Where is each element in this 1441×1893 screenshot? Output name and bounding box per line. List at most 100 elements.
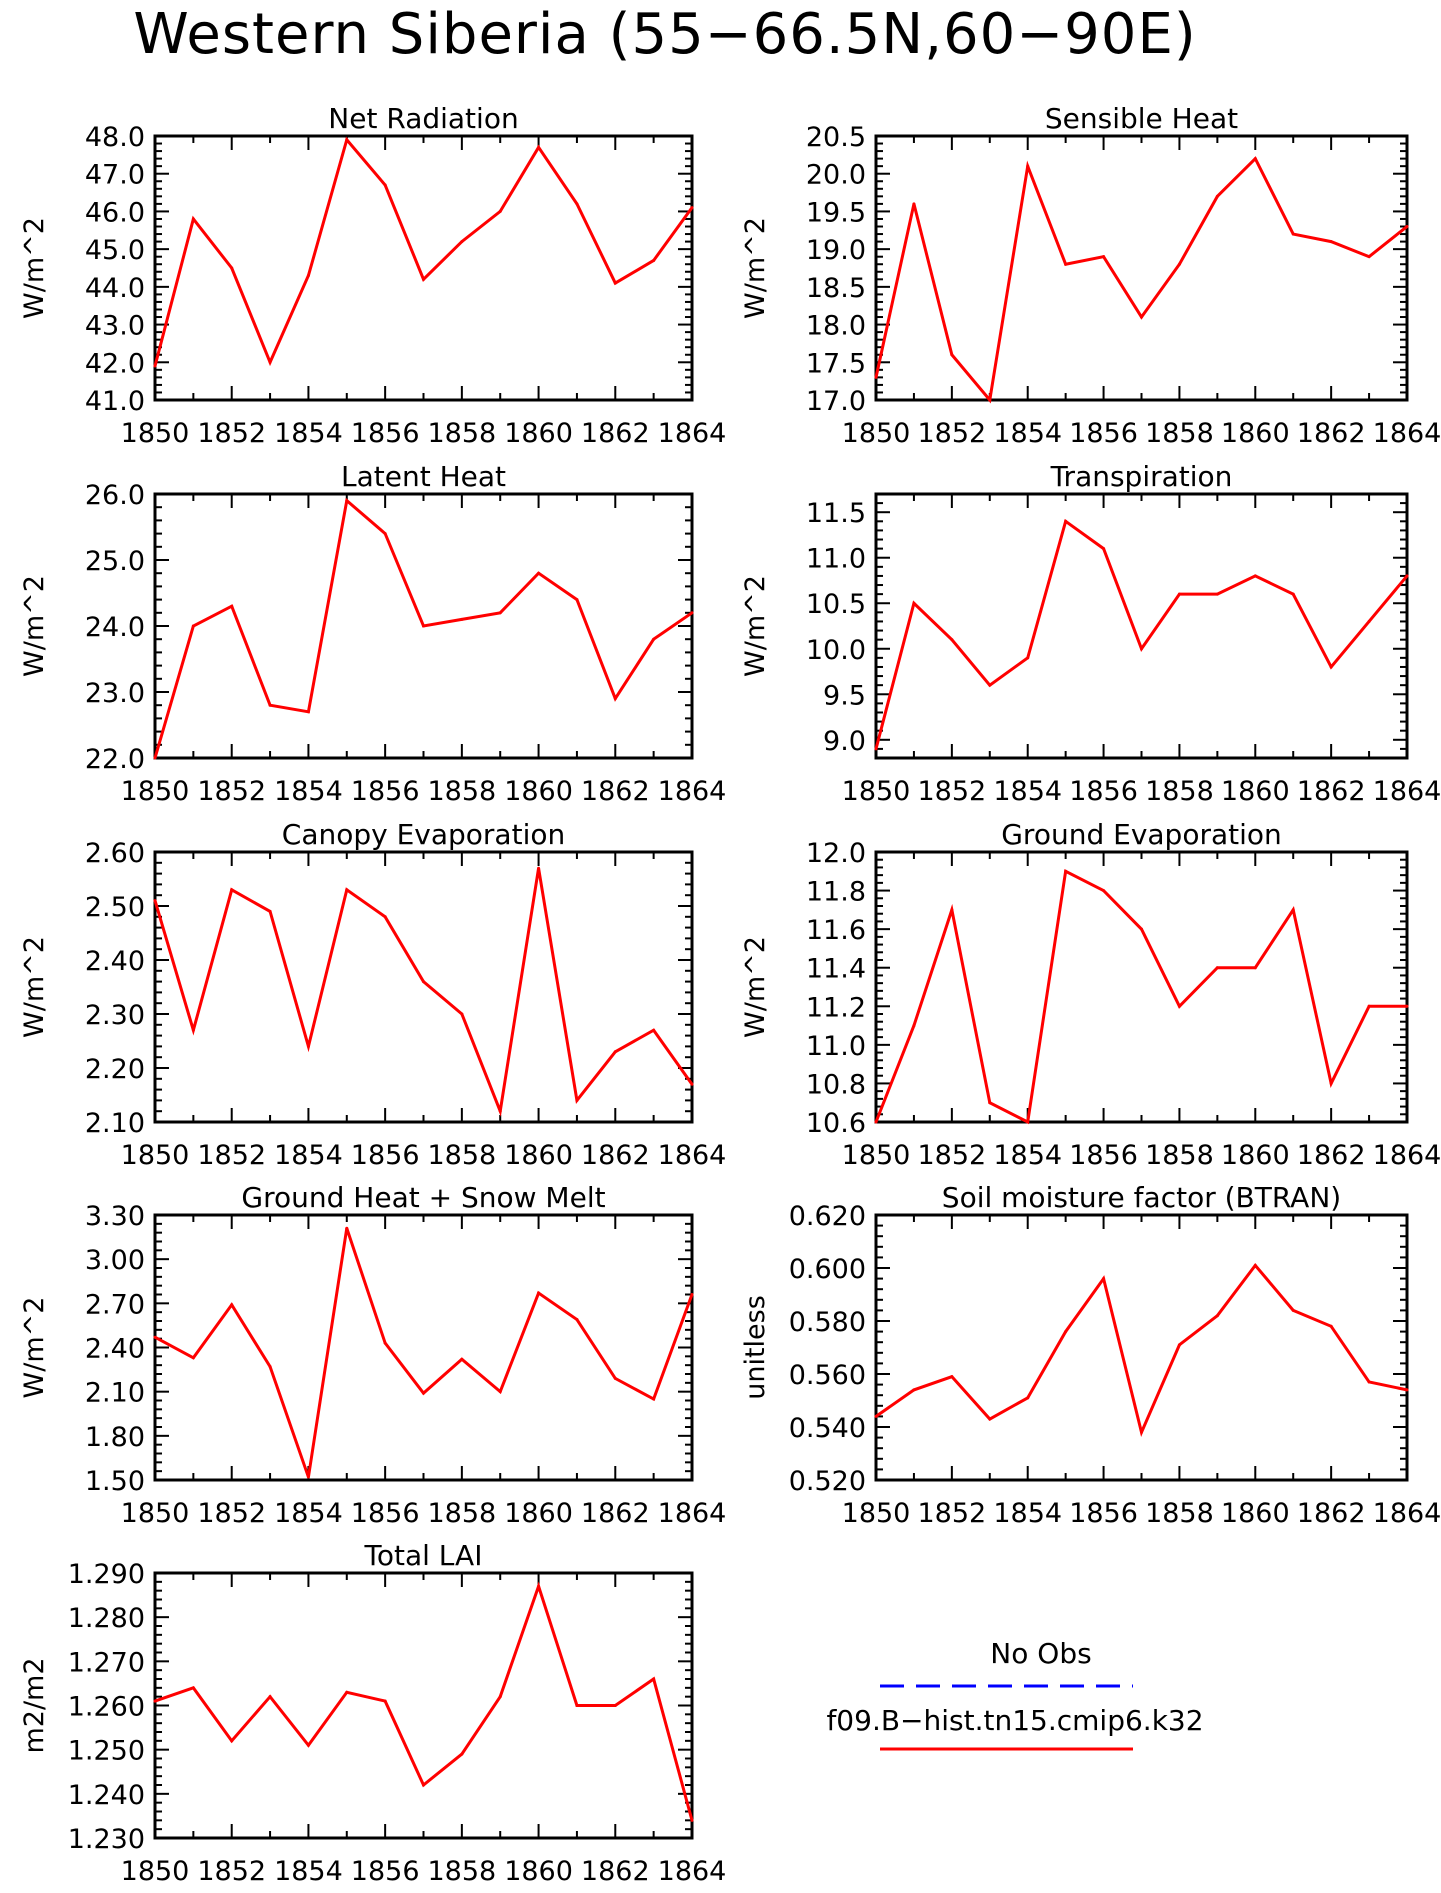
- data-point: [345, 1226, 349, 1230]
- data-point: [1405, 1388, 1409, 1392]
- x-tick-label: 1864: [658, 1856, 727, 1887]
- data-point: [1140, 1430, 1143, 1434]
- x-tick-label: 1858: [427, 418, 496, 449]
- subplot-title: Ground Evaporation: [1001, 818, 1282, 851]
- x-tick-label: 1852: [917, 776, 986, 807]
- data-point: [191, 1356, 195, 1360]
- y-tick-label: 1.290: [68, 1559, 145, 1590]
- y-tick-label: 11.6: [806, 915, 866, 946]
- data-point: [191, 217, 195, 221]
- x-tick-label: 1856: [1069, 776, 1138, 807]
- y-tick-label: 1.280: [68, 1603, 145, 1634]
- data-point: [652, 258, 656, 262]
- data-point: [383, 532, 387, 536]
- x-tick-label: 1852: [917, 1498, 986, 1529]
- y-tick-label: 18.0: [806, 311, 866, 342]
- subplot-title: Canopy Evaporation: [282, 818, 565, 851]
- data-point: [1253, 574, 1257, 578]
- data-point: [191, 1686, 195, 1690]
- data-point: [575, 1098, 579, 1102]
- data-point: [1329, 1324, 1333, 1328]
- data-point: [191, 624, 195, 628]
- y-tick-label: 2.50: [85, 892, 145, 923]
- series-line: [154, 1581, 694, 1821]
- data-point: [575, 1704, 579, 1707]
- data-point: [988, 1101, 992, 1105]
- data-point: [306, 1475, 310, 1479]
- series-line: [875, 1262, 1408, 1437]
- data-point: [153, 364, 157, 368]
- y-tick-label: 2.10: [85, 1378, 145, 1409]
- x-tick-label: 1864: [658, 1498, 727, 1529]
- data-point: [268, 703, 272, 707]
- data-point: [230, 888, 234, 892]
- x-tick-label: 1852: [197, 1140, 266, 1171]
- y-tick-label: 22.0: [85, 744, 145, 775]
- y-axis-label: W/m^2: [740, 575, 771, 677]
- x-tick-label: 1856: [351, 1856, 420, 1887]
- y-axis-label: W/m^2: [19, 575, 50, 677]
- data-point: [383, 1699, 387, 1703]
- x-tick-label: 1854: [274, 1498, 343, 1529]
- data-point: [1367, 619, 1371, 623]
- y-tick-label: 0.540: [789, 1413, 866, 1444]
- data-point: [1102, 547, 1106, 551]
- legend-obs-label: No Obs: [990, 1637, 1091, 1670]
- plot-frame: [874, 134, 1409, 402]
- x-tick-label: 1860: [504, 1140, 573, 1171]
- x-tick-label: 1852: [917, 1140, 986, 1171]
- x-tick-label: 1856: [351, 776, 420, 807]
- data-point: [1102, 1277, 1106, 1281]
- y-tick-label: 25.0: [85, 546, 145, 577]
- x-tick-label: 1864: [658, 776, 727, 807]
- x-tick-label: 1862: [581, 1140, 650, 1171]
- subplot-title: Total LAI: [364, 1539, 483, 1572]
- x-tick-label: 1864: [1373, 418, 1441, 449]
- y-axis-label: W/m^2: [740, 217, 771, 319]
- data-point: [1177, 592, 1181, 596]
- y-tick-label: 2.20: [85, 1054, 145, 1085]
- data-point: [498, 1109, 502, 1113]
- x-tick-label: 1850: [842, 776, 911, 807]
- data-point: [1064, 869, 1068, 873]
- data-point: [1026, 1120, 1030, 1124]
- data-point: [1329, 240, 1333, 244]
- data-point: [1140, 647, 1143, 651]
- chart-5: 1850 1852 1854 1856 1858 1860 1862 1864 2.10 2.20…: [19, 818, 726, 1171]
- y-tick-label: 2.40: [85, 1334, 145, 1365]
- y-tick-label: 47.0: [85, 160, 145, 191]
- data-point: [1291, 592, 1295, 596]
- subplot-title: Soil moisture factor (BTRAN): [942, 1181, 1341, 1214]
- data-point: [1215, 592, 1219, 596]
- plot-frame: [874, 850, 1409, 1124]
- data-point: [912, 1388, 916, 1392]
- data-point: [652, 637, 656, 641]
- y-tick-label: 1.230: [68, 1824, 145, 1855]
- data-point: [1291, 908, 1295, 912]
- x-tick-label: 1854: [274, 1856, 343, 1887]
- data-point: [1026, 164, 1030, 168]
- data-point: [874, 747, 878, 751]
- data-point: [537, 571, 541, 575]
- data-point: [1064, 262, 1068, 266]
- data-point: [383, 183, 387, 187]
- y-tick-label: 9.5: [823, 680, 866, 711]
- y-tick-label: 11.5: [806, 498, 866, 529]
- x-tick-label: 1862: [1297, 418, 1366, 449]
- data-point: [613, 697, 617, 701]
- data-point: [422, 277, 425, 281]
- x-tick-label: 1858: [1145, 1140, 1214, 1171]
- y-axis-label: W/m^2: [19, 936, 50, 1038]
- y-tick-label: 17.0: [806, 386, 866, 417]
- x-tick-label: 1860: [1221, 776, 1290, 807]
- data-point: [1215, 1314, 1219, 1318]
- y-tick-label: 10.6: [806, 1108, 866, 1139]
- data-point: [1140, 315, 1143, 319]
- x-tick-label: 1852: [197, 1498, 266, 1529]
- y-tick-label: 20.0: [806, 160, 866, 191]
- series-line: [153, 497, 693, 759]
- x-tick-label: 1856: [1069, 1498, 1138, 1529]
- x-tick-label: 1850: [842, 1140, 911, 1171]
- data-point: [950, 638, 954, 642]
- data-point: [498, 209, 502, 213]
